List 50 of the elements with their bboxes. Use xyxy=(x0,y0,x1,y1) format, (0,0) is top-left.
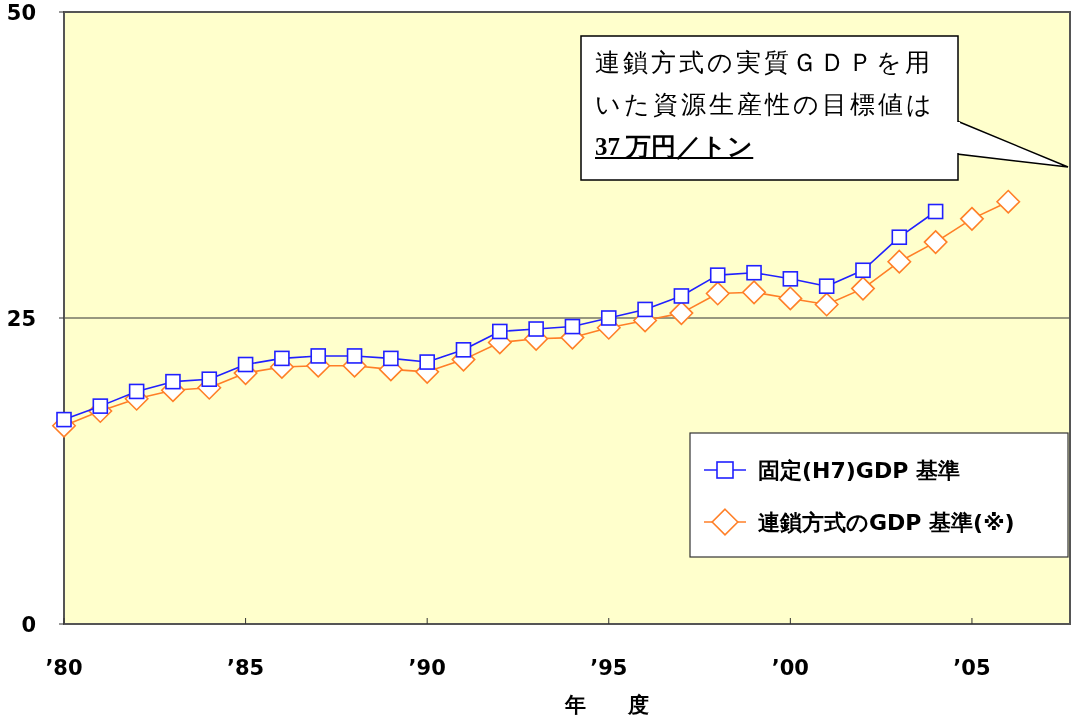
point xyxy=(492,323,508,340)
callout: 連鎖方式の実質ＧＤＰを用いた資源生産性の目標値は 37 万円／トン xyxy=(580,35,1069,181)
point xyxy=(600,310,617,326)
point xyxy=(996,189,1021,214)
point xyxy=(128,383,145,400)
point xyxy=(959,206,984,231)
x-tick-label: ’00 xyxy=(771,656,809,680)
point xyxy=(669,301,694,326)
point xyxy=(927,203,944,220)
x-tick-label: ’85 xyxy=(226,656,265,680)
point xyxy=(818,278,835,294)
point xyxy=(637,301,653,318)
annotation: 37 万円／トン xyxy=(595,133,754,160)
legend-label: 固定(H7)GDP 基準 xyxy=(758,458,960,483)
legend-label: 連鎖方式のGDP 基準(※) xyxy=(758,510,1015,535)
point xyxy=(56,411,72,428)
point xyxy=(92,398,109,414)
annotation: 連鎖方式の実質ＧＤＰを用いた資源生産性の目標値は xyxy=(595,49,935,118)
point xyxy=(782,271,799,287)
point xyxy=(705,281,730,306)
point xyxy=(564,318,581,335)
point xyxy=(887,249,912,274)
point xyxy=(923,230,948,255)
point xyxy=(742,280,767,305)
point xyxy=(814,292,839,317)
point xyxy=(746,264,762,281)
point xyxy=(850,276,875,301)
y-tick-label: 50 xyxy=(6,1,36,25)
x-tick-label: ’05 xyxy=(953,656,991,680)
point xyxy=(419,354,435,370)
point xyxy=(237,356,254,373)
point xyxy=(201,371,218,387)
y-tick-label: 0 xyxy=(21,613,36,637)
point xyxy=(383,350,399,367)
point xyxy=(709,267,726,283)
point xyxy=(455,342,472,358)
point xyxy=(274,350,290,367)
point xyxy=(891,229,908,246)
point xyxy=(855,262,871,279)
x-tick-label: ’90 xyxy=(408,656,446,680)
y-tick-label: 25 xyxy=(6,307,36,331)
x-tick-label: ’95 xyxy=(590,656,628,680)
point xyxy=(310,348,327,364)
x-axis-title: 年 度 xyxy=(564,693,649,717)
point xyxy=(673,288,690,304)
x-tick-label: ’80 xyxy=(45,656,83,680)
point xyxy=(165,373,181,390)
point xyxy=(528,321,544,337)
point xyxy=(778,286,803,311)
point xyxy=(346,348,363,364)
